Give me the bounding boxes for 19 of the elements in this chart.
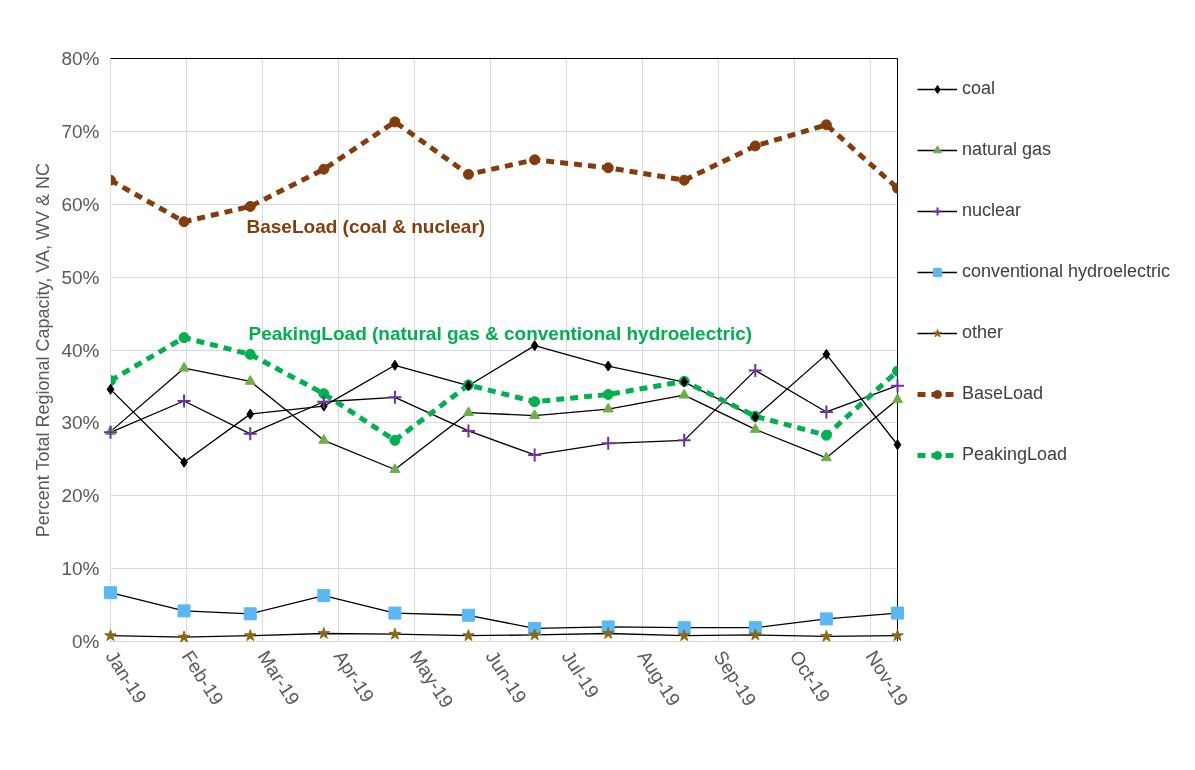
y-tick-label: 70% (61, 120, 100, 142)
annotation: PeakingLoad (natural gas & conventional hydroelectric) (248, 323, 753, 344)
y-tick-label: 0% (72, 631, 100, 652)
legend-label: PeakingLoad (962, 444, 1068, 465)
annotation: BaseLoad (coal & nuclear) (246, 216, 486, 237)
legend-label: natural gas (962, 139, 1052, 160)
y-tick-label: 50% (61, 266, 100, 288)
legend-label: conventional hydroelectric (962, 261, 1171, 282)
y-tick-label: 80% (61, 48, 100, 69)
legend-label: nuclear (962, 200, 1022, 221)
y-tick-label: 40% (61, 339, 100, 361)
legend-label: coal (962, 78, 996, 99)
y-axis-title: Percent Total Regional Capacity, VA, WV & NC (33, 163, 54, 538)
y-tick-label: 30% (61, 412, 100, 434)
y-tick-label: 20% (61, 485, 100, 507)
legend-label: BaseLoad (962, 383, 1044, 404)
y-tick-label: 60% (61, 193, 100, 215)
legend-label: other (962, 322, 1004, 343)
y-tick-label: 10% (61, 558, 100, 580)
